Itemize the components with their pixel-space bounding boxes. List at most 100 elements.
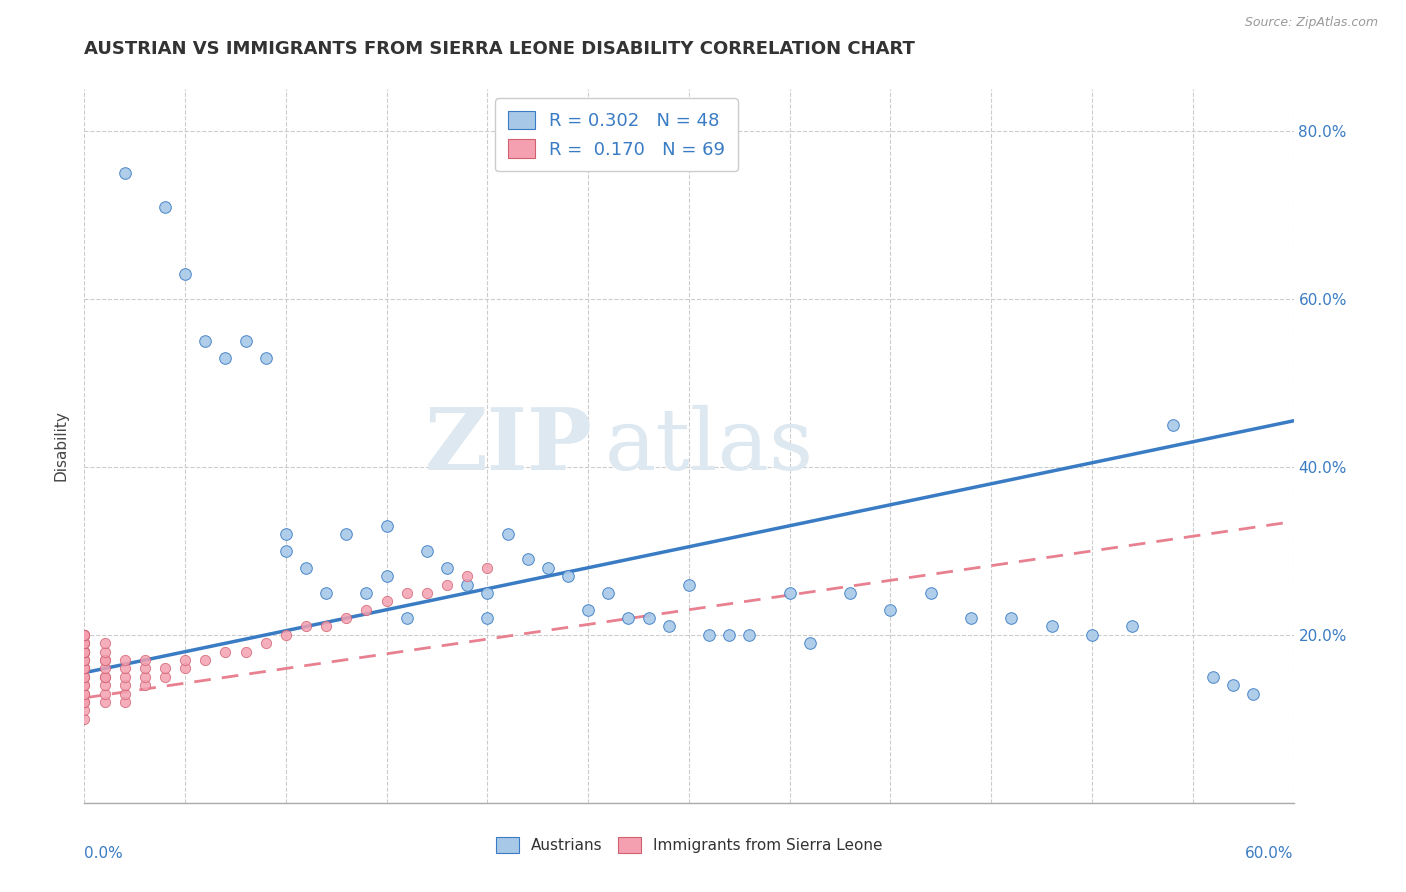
Point <box>93 653 115 667</box>
Point <box>114 661 136 675</box>
Point <box>375 518 398 533</box>
Point <box>1040 619 1063 633</box>
Point <box>73 661 96 675</box>
Point <box>436 560 458 574</box>
Point <box>73 628 96 642</box>
Point <box>658 619 681 633</box>
Point <box>73 678 96 692</box>
Point <box>73 628 96 642</box>
Point <box>537 560 560 574</box>
Point <box>477 611 499 625</box>
Point <box>214 351 236 365</box>
Point <box>114 687 136 701</box>
Point <box>375 594 398 608</box>
Point <box>73 695 96 709</box>
Point <box>93 661 115 675</box>
Point <box>134 661 156 675</box>
Point <box>678 577 700 591</box>
Point <box>73 653 96 667</box>
Point <box>114 166 136 180</box>
Point <box>254 636 277 650</box>
Point <box>114 670 136 684</box>
Point <box>395 611 418 625</box>
Point <box>315 586 337 600</box>
Point <box>496 527 519 541</box>
Point <box>73 653 96 667</box>
Point <box>153 670 176 684</box>
Point <box>174 661 197 675</box>
Text: atlas: atlas <box>605 404 814 488</box>
Y-axis label: Disability: Disability <box>53 410 69 482</box>
Point <box>73 661 96 675</box>
Point <box>960 611 983 625</box>
Point <box>73 670 96 684</box>
Point <box>73 687 96 701</box>
Point <box>779 586 801 600</box>
Point <box>477 560 499 574</box>
Point <box>598 586 620 600</box>
Point <box>295 619 318 633</box>
Point <box>93 670 115 684</box>
Point <box>1222 678 1244 692</box>
Point <box>576 603 599 617</box>
Point <box>93 695 115 709</box>
Point <box>73 661 96 675</box>
Point <box>274 544 297 558</box>
Legend: Austrians, Immigrants from Sierra Leone: Austrians, Immigrants from Sierra Leone <box>489 831 889 859</box>
Point <box>456 569 478 583</box>
Text: 60.0%: 60.0% <box>1246 846 1294 861</box>
Point <box>315 619 337 633</box>
Text: ZIP: ZIP <box>425 404 592 488</box>
Point <box>697 628 720 642</box>
Point <box>153 200 176 214</box>
Point <box>73 645 96 659</box>
Point <box>73 670 96 684</box>
Point <box>73 703 96 717</box>
Point <box>134 678 156 692</box>
Point <box>879 603 901 617</box>
Point <box>73 645 96 659</box>
Point <box>153 661 176 675</box>
Point <box>93 645 115 659</box>
Point <box>1121 619 1143 633</box>
Point <box>295 560 318 574</box>
Point <box>1161 417 1184 432</box>
Point <box>375 569 398 583</box>
Text: AUSTRIAN VS IMMIGRANTS FROM SIERRA LEONE DISABILITY CORRELATION CHART: AUSTRIAN VS IMMIGRANTS FROM SIERRA LEONE… <box>84 40 915 58</box>
Point <box>637 611 659 625</box>
Point <box>174 267 197 281</box>
Text: 0.0%: 0.0% <box>84 846 124 861</box>
Point <box>436 577 458 591</box>
Point <box>235 645 257 659</box>
Point <box>73 636 96 650</box>
Point <box>93 636 115 650</box>
Point <box>617 611 640 625</box>
Point <box>73 628 96 642</box>
Point <box>456 577 478 591</box>
Point <box>356 603 378 617</box>
Point <box>395 586 418 600</box>
Point <box>73 636 96 650</box>
Point <box>134 653 156 667</box>
Point <box>73 628 96 642</box>
Point <box>73 678 96 692</box>
Point <box>416 586 439 600</box>
Point <box>73 645 96 659</box>
Point <box>516 552 538 566</box>
Point <box>718 628 741 642</box>
Text: Source: ZipAtlas.com: Source: ZipAtlas.com <box>1244 16 1378 29</box>
Point <box>73 653 96 667</box>
Point <box>920 586 942 600</box>
Point <box>73 661 96 675</box>
Point <box>174 653 197 667</box>
Point <box>335 611 357 625</box>
Point <box>93 653 115 667</box>
Point <box>73 645 96 659</box>
Point <box>73 645 96 659</box>
Point <box>557 569 579 583</box>
Point <box>416 544 439 558</box>
Point <box>134 670 156 684</box>
Point <box>839 586 862 600</box>
Point <box>194 653 217 667</box>
Point <box>93 687 115 701</box>
